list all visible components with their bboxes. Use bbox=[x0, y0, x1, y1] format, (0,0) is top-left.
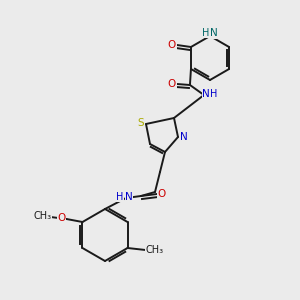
Text: O: O bbox=[57, 213, 66, 223]
Text: N: N bbox=[125, 192, 133, 202]
Text: O: O bbox=[158, 189, 166, 199]
Text: CH₃: CH₃ bbox=[33, 211, 52, 221]
Text: CH₃: CH₃ bbox=[146, 245, 164, 255]
Text: N: N bbox=[180, 132, 188, 142]
Text: H: H bbox=[202, 28, 210, 38]
Text: N: N bbox=[202, 89, 210, 99]
Text: H: H bbox=[210, 89, 218, 99]
Text: O: O bbox=[168, 79, 176, 89]
Text: H: H bbox=[116, 192, 124, 202]
Text: N: N bbox=[210, 28, 218, 38]
Text: S: S bbox=[138, 118, 144, 128]
Text: O: O bbox=[168, 40, 176, 50]
